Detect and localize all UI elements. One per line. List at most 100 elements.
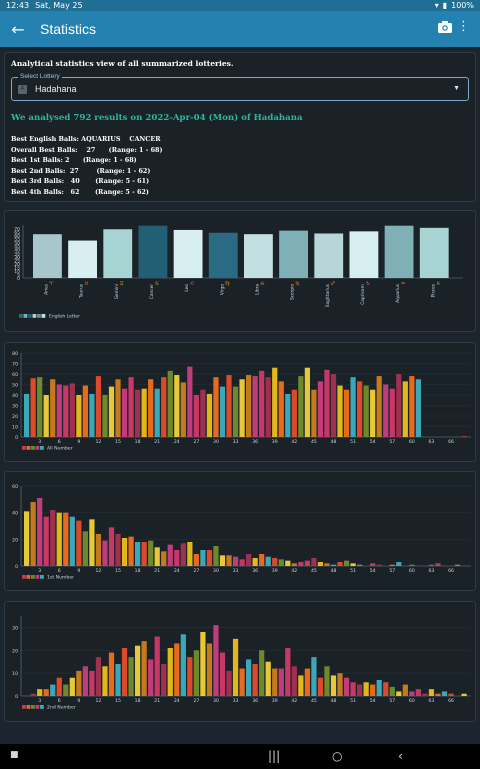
bar bbox=[285, 560, 291, 566]
camera-icon[interactable] bbox=[438, 21, 452, 33]
bar bbox=[226, 375, 232, 437]
arrow-back-icon[interactable]: ← bbox=[11, 19, 25, 39]
x-tick-label: 3 bbox=[38, 568, 41, 574]
back-nav-icon[interactable]: ‹ bbox=[398, 749, 403, 763]
bar bbox=[89, 670, 95, 696]
bar bbox=[239, 379, 245, 437]
y-tick-label: 20 bbox=[12, 537, 18, 543]
bar bbox=[304, 367, 310, 437]
recents-icon[interactable]: ||| bbox=[268, 749, 281, 763]
battery-icon: ▮ bbox=[442, 1, 448, 10]
bar bbox=[246, 554, 252, 566]
bar bbox=[330, 564, 337, 566]
y-tick-label: 25 bbox=[14, 258, 20, 264]
bar bbox=[82, 666, 88, 696]
accessibility-icon[interactable]: ■ bbox=[10, 750, 19, 760]
bar bbox=[206, 550, 213, 566]
bar bbox=[376, 680, 382, 696]
y-tick-label: 70 bbox=[14, 227, 20, 233]
zodiac-symbol: ♎ bbox=[260, 281, 265, 287]
bar bbox=[435, 563, 441, 566]
x-tick-label: 60 bbox=[409, 568, 415, 574]
bar bbox=[226, 555, 232, 566]
bar bbox=[219, 652, 226, 696]
x-tick-label: 57 bbox=[389, 698, 395, 704]
bar bbox=[422, 693, 428, 696]
x-tick-label: 24 bbox=[174, 568, 180, 574]
summary-card: Analytical statistics view of all summar… bbox=[4, 52, 476, 202]
bar bbox=[278, 559, 284, 566]
legend-swatch bbox=[40, 575, 44, 579]
x-tick-label: 12 bbox=[96, 568, 102, 574]
bar bbox=[252, 558, 258, 566]
y-tick-label: 40 bbox=[12, 511, 18, 517]
bar bbox=[454, 564, 461, 566]
y-tick-label: 0 bbox=[15, 694, 18, 700]
bar bbox=[24, 511, 30, 566]
bar bbox=[350, 682, 356, 696]
summary-heading: Analytical statistics view of all summar… bbox=[11, 59, 234, 68]
bar bbox=[193, 395, 199, 437]
bar bbox=[337, 673, 343, 696]
bar bbox=[343, 560, 350, 566]
bar bbox=[135, 542, 141, 566]
bar bbox=[37, 498, 43, 566]
bar bbox=[193, 554, 199, 566]
bar bbox=[448, 693, 454, 696]
bar bbox=[102, 540, 108, 566]
chart-card-english: 0 5 10 15 20 25 30 35 40 45 50 55 60 65 70 ♈ Aries ♉ Tauru… bbox=[4, 210, 476, 332]
bar bbox=[409, 376, 415, 437]
legend-swatch bbox=[31, 446, 35, 450]
bar bbox=[213, 546, 219, 566]
x-tick-label: 57 bbox=[389, 568, 395, 574]
zodiac-symbol: ♏ bbox=[295, 281, 300, 287]
bar bbox=[349, 231, 379, 278]
x-tick-label: 45 bbox=[311, 698, 317, 704]
bar bbox=[63, 512, 69, 566]
bar bbox=[370, 563, 376, 566]
x-tick-label: 9 bbox=[77, 698, 80, 704]
bar bbox=[415, 379, 421, 437]
x-tick-label: 24 bbox=[174, 439, 180, 445]
x-tick-label: 54 bbox=[370, 439, 376, 445]
status-bar: 12:43 Sat, May 25 ▾ ▮ 100% bbox=[0, 0, 480, 11]
bar bbox=[272, 558, 278, 566]
x-tick-label: 42 bbox=[291, 568, 297, 574]
status-battery: 100% bbox=[451, 1, 474, 10]
bar bbox=[115, 534, 121, 566]
more-vert-icon[interactable]: ⋮ bbox=[457, 19, 470, 34]
x-tick-label: 51 bbox=[350, 439, 356, 445]
zodiac-symbol: ♉ bbox=[84, 281, 89, 287]
bar bbox=[285, 393, 291, 437]
x-tick-label: 39 bbox=[272, 568, 278, 574]
bar bbox=[102, 395, 108, 437]
bar bbox=[272, 367, 278, 437]
home-icon[interactable]: ○ bbox=[332, 749, 343, 763]
bar bbox=[239, 559, 245, 566]
bar bbox=[89, 519, 95, 566]
x-tick-label: Virgo bbox=[219, 284, 225, 295]
bar bbox=[56, 677, 62, 696]
y-tick-label: 30 bbox=[12, 404, 18, 410]
x-tick-label: Libra bbox=[254, 284, 260, 295]
zodiac-symbol: ♒ bbox=[401, 281, 406, 287]
y-tick-label: 35 bbox=[14, 251, 20, 257]
bar bbox=[246, 659, 252, 696]
x-tick-label: 42 bbox=[291, 698, 297, 704]
bar bbox=[357, 381, 363, 437]
bar bbox=[363, 682, 369, 696]
bar bbox=[128, 536, 134, 566]
y-tick-label: 20 bbox=[12, 414, 18, 420]
lottery-select[interactable]: Select Lottery A Hadahana ▼ bbox=[11, 73, 469, 101]
x-tick-label: Cancer bbox=[149, 284, 155, 299]
x-tick-label: 27 bbox=[193, 568, 199, 574]
y-tick-label: 0 bbox=[17, 276, 20, 282]
legend-swatch bbox=[35, 705, 40, 709]
bar bbox=[43, 689, 49, 696]
bar bbox=[138, 225, 168, 278]
bar bbox=[161, 377, 167, 437]
bar bbox=[167, 544, 173, 566]
legend-swatch bbox=[35, 446, 40, 450]
bar bbox=[141, 641, 147, 696]
x-tick-label: 36 bbox=[252, 568, 258, 574]
